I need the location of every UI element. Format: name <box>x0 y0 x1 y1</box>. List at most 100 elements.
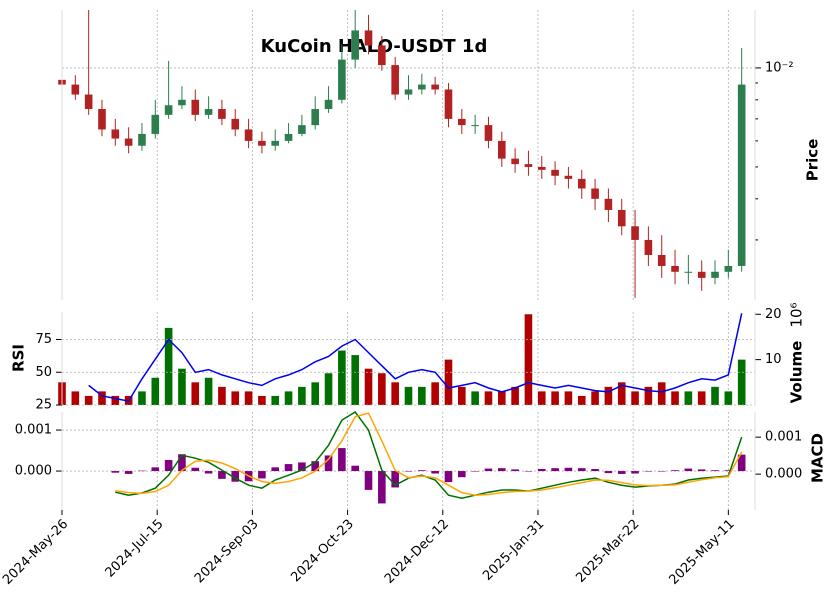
macd-histogram-bar <box>164 459 173 472</box>
macd-histogram-bar <box>364 471 373 490</box>
volume-bar <box>431 382 439 405</box>
x-tick-label: 2024-Oct-23 <box>288 517 356 585</box>
macd-histogram-bar <box>657 471 666 472</box>
macd-histogram-bar <box>511 469 519 472</box>
macd-histogram-bar <box>218 471 226 479</box>
macd-histogram-bar <box>204 471 213 474</box>
volume-label: Volume <box>788 341 806 404</box>
y-tick-label: 10 <box>765 352 782 367</box>
volume-bar <box>258 395 266 405</box>
macd-line <box>115 412 743 496</box>
macd-histogram-bar <box>737 454 746 472</box>
volume-bar <box>324 373 333 405</box>
macd-histogram-bar <box>431 471 439 474</box>
x-tick-label: 2024-Dec-12 <box>382 517 452 587</box>
macd-histogram-bar <box>604 471 613 474</box>
volume-bar <box>697 391 706 405</box>
candle-body <box>351 30 359 60</box>
volume-bar <box>524 314 533 405</box>
macd-histogram-bar <box>258 471 266 479</box>
x-tick-label: 2024-Jul-15 <box>103 517 167 581</box>
candle-body <box>484 125 493 141</box>
volume-bar <box>271 395 280 405</box>
macd-histogram-bar <box>311 461 320 472</box>
macd-histogram-bar <box>231 471 240 482</box>
macd-histogram-bar <box>404 471 413 472</box>
x-tick-label: 2025-May-11 <box>666 517 737 588</box>
macd-histogram-bar <box>298 462 306 472</box>
candle-body <box>684 271 693 273</box>
y-tick-label: 10⁻² <box>765 60 794 75</box>
macd-histogram-bar <box>391 471 399 488</box>
candle-body <box>178 99 186 106</box>
x-tick-label: 2025-Mar-22 <box>573 517 642 586</box>
candle-body <box>591 188 599 199</box>
candle-body <box>391 65 399 95</box>
candle-body <box>124 138 133 146</box>
volume-bar <box>311 382 320 405</box>
macd-histogram-bar <box>324 455 333 472</box>
macd-histogram-bar <box>191 467 200 472</box>
y2-tick-label: 0.000 <box>765 467 802 482</box>
macd-histogram-bar <box>711 470 719 472</box>
macd-histogram-bar <box>124 471 133 474</box>
macd-histogram-bar <box>471 471 479 472</box>
candle-body <box>524 164 533 167</box>
candle-body <box>697 271 706 278</box>
candle-body <box>631 226 639 240</box>
volume-bar <box>378 373 386 405</box>
volume-bar <box>71 391 80 405</box>
y-tick-label: 25 <box>35 398 52 413</box>
volume-bar <box>298 386 306 405</box>
candle-body <box>617 209 626 227</box>
macd-histogram-bar <box>724 470 733 472</box>
chart-title: KuCoin HALO-USDT 1d <box>261 36 488 57</box>
candle-body <box>244 129 253 141</box>
volume-bar <box>484 391 493 405</box>
macd-histogram-bar <box>444 471 453 483</box>
candle-body <box>204 109 213 115</box>
rsi-line <box>88 313 743 402</box>
macd-histogram-bar <box>178 454 186 472</box>
candle-body <box>151 114 160 134</box>
candle-body <box>564 175 573 179</box>
candle-body <box>378 45 386 66</box>
candle-body <box>364 30 373 46</box>
macd-histogram-bar <box>497 468 506 472</box>
macd-histogram-bar <box>537 468 546 472</box>
candle-body <box>577 178 586 189</box>
macd-label: MACD <box>809 433 827 483</box>
volume-bar <box>631 391 639 405</box>
volume-bar <box>671 391 679 405</box>
candle-body <box>138 133 146 146</box>
volume-bar <box>684 391 693 405</box>
candle-body <box>191 99 200 115</box>
volume-bar <box>577 395 586 405</box>
candle-body <box>644 239 653 255</box>
volume-bar <box>617 382 626 405</box>
volume-bar <box>551 391 559 405</box>
volume-bar <box>191 382 200 405</box>
volume-bar <box>204 377 213 405</box>
macd-histogram-bar <box>591 468 599 472</box>
y-tick-label: 0.001 <box>15 423 52 438</box>
candle-body <box>111 129 120 139</box>
volume-bar <box>564 391 573 405</box>
volume-bar <box>98 391 106 405</box>
macd-histogram-bar <box>351 465 359 472</box>
macd-histogram-bar <box>378 471 386 504</box>
volume-bar <box>151 377 160 405</box>
candle-body <box>724 265 733 272</box>
macd-histogram-bar <box>697 469 706 472</box>
candle-body <box>84 94 93 110</box>
macd-histogram-bar <box>684 468 693 472</box>
candle-body <box>311 109 320 126</box>
macd-histogram-bar <box>284 464 293 472</box>
y-tick-label: 50 <box>35 365 52 380</box>
macd-histogram-bar <box>671 470 679 472</box>
candle-body <box>431 84 439 90</box>
volume-offset: 10⁶ <box>788 302 806 327</box>
candle-body <box>98 109 106 130</box>
volume-bar <box>604 386 613 405</box>
y2-tick-label: 0.001 <box>765 430 802 445</box>
